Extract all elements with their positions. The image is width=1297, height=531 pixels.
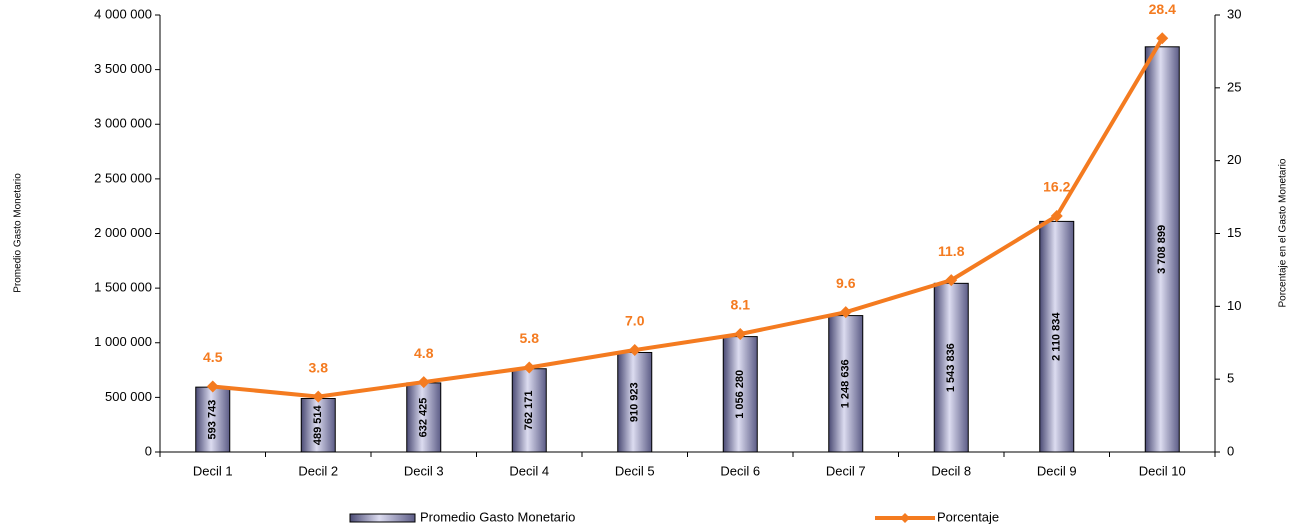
- y-tick-label: 2 000 000: [94, 225, 152, 240]
- bar-value-label: 3 708 899: [1156, 225, 1168, 274]
- line-marker: [1156, 32, 1169, 45]
- line-marker: [734, 328, 747, 341]
- bar-value-label: 1 543 836: [945, 343, 957, 392]
- y-tick-label: 3 500 000: [94, 61, 152, 76]
- bar: [300, 398, 336, 453]
- bar-value-label: 593 743: [207, 400, 219, 440]
- y-tick-label: 0: [145, 443, 152, 458]
- bar: [1039, 220, 1075, 453]
- y2-tick-label: 5: [1227, 371, 1234, 386]
- x-tick-label: Decil 10: [1139, 463, 1186, 478]
- bar: [722, 336, 758, 453]
- y-axis-title: Promedio Gasto Monetario: [13, 173, 24, 293]
- bar-value-label: 1 056 280: [734, 370, 746, 419]
- y-tick-label: 1 500 000: [94, 280, 152, 295]
- y-tick-label: 2 500 000: [94, 170, 152, 185]
- bar-value-label: 489 514: [312, 404, 324, 445]
- y2-tick-label: 0: [1227, 443, 1234, 458]
- y2-tick-label: 15: [1227, 225, 1241, 240]
- x-tick-label: Decil 4: [509, 463, 549, 478]
- y-tick-label: 3 000 000: [94, 116, 152, 131]
- line-value-label: 11.8: [938, 243, 965, 259]
- legend-swatch: [349, 513, 416, 523]
- line-value-label: 7.0: [625, 313, 645, 329]
- line-value-label: 16.2: [1043, 179, 1070, 195]
- bar-value-label: 910 923: [629, 382, 641, 422]
- x-tick-label: Decil 8: [931, 463, 971, 478]
- bar-value-label: 632 425: [418, 398, 430, 438]
- y2-tick-label: 10: [1227, 298, 1241, 313]
- legend-label: Porcentaje: [937, 509, 999, 524]
- line-value-label: 9.6: [836, 275, 856, 291]
- x-tick-label: Decil 7: [826, 463, 866, 478]
- bar: [1144, 46, 1180, 453]
- x-tick-label: Decil 3: [404, 463, 444, 478]
- y-tick-label: 1 000 000: [94, 334, 152, 349]
- y-tick-label: 4 000 000: [94, 6, 152, 21]
- x-tick-label: Decil 6: [720, 463, 760, 478]
- line-marker: [945, 274, 958, 287]
- x-tick-label: Decil 5: [615, 463, 655, 478]
- y-tick-label: 500 000: [105, 389, 152, 404]
- line-marker: [628, 344, 641, 357]
- line-value-label: 8.1: [731, 297, 751, 313]
- line-value-label: 28.4: [1149, 1, 1176, 17]
- line: [212, 37, 1164, 399]
- bar: [406, 382, 442, 453]
- line-value-label: 4.8: [414, 345, 434, 361]
- bar-value-label: 762 171: [523, 390, 535, 430]
- line-value-label: 4.5: [203, 349, 223, 365]
- x-tick-label: Decil 2: [298, 463, 338, 478]
- line-value-label: 5.8: [520, 330, 540, 346]
- line-marker: [523, 361, 536, 374]
- line-marker: [1050, 210, 1063, 223]
- bar: [617, 351, 653, 453]
- bar-value-label: 2 110 834: [1051, 312, 1063, 361]
- line-value-label: 3.8: [309, 359, 329, 375]
- y2-tick-label: 20: [1227, 152, 1241, 167]
- x-tick-label: Decil 9: [1037, 463, 1077, 478]
- line-marker: [312, 390, 325, 403]
- legend-label: Promedio Gasto Monetario: [420, 509, 575, 524]
- bar: [195, 386, 231, 453]
- line-marker: [839, 306, 852, 319]
- legend-marker: [900, 513, 910, 523]
- bar-value-label: 1 248 636: [840, 359, 852, 408]
- bar: [828, 315, 864, 453]
- line-marker: [206, 380, 219, 393]
- y2-tick-label: 30: [1227, 6, 1241, 21]
- y2-tick-label: 25: [1227, 79, 1241, 94]
- x-tick-label: Decil 1: [193, 463, 233, 478]
- line-marker: [417, 376, 430, 389]
- y2-axis-title: Porcentaje en el Gasto Monetario: [1278, 158, 1289, 307]
